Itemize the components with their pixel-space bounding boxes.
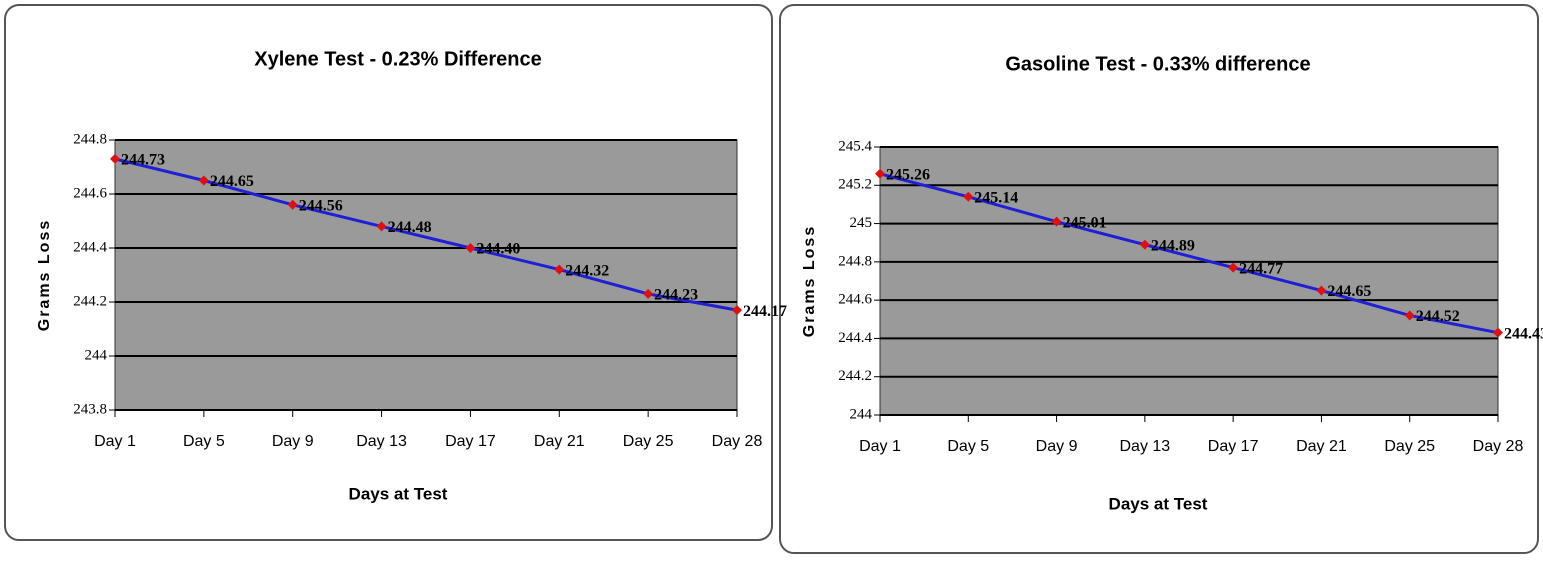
x-tick-label: Day 17: [445, 433, 496, 450]
marker: [1228, 262, 1239, 273]
y-tick-label: 244: [85, 347, 108, 363]
marker: [1316, 285, 1327, 296]
value-label: 245.14: [974, 189, 1018, 206]
marker: [1404, 310, 1415, 321]
y-tick-label: 245.2: [838, 177, 872, 193]
value-label: 244.52: [1416, 308, 1460, 325]
y-tick-label: 244.2: [73, 293, 107, 309]
value-label: 244.89: [1151, 237, 1195, 254]
x-tick-label: Day 5: [947, 438, 989, 455]
y-tick-label: 244.8: [838, 253, 872, 269]
marker: [554, 264, 565, 275]
y-tick-label: 245.4: [838, 138, 872, 154]
value-label: 244.17: [743, 303, 787, 320]
x-axis-label: Days at Test: [1109, 494, 1208, 513]
value-label: 244.73: [121, 152, 165, 169]
value-label: 244.56: [299, 197, 343, 214]
x-tick-label: Day 1: [94, 433, 136, 450]
y-tick-label: 245: [850, 215, 873, 231]
y-tick-label: 243.8: [73, 401, 107, 417]
value-label: 244.40: [476, 241, 520, 258]
x-tick-label: Day 1: [859, 438, 901, 455]
value-label: 244.43: [1504, 325, 1543, 342]
x-tick-label: Day 21: [1296, 438, 1347, 455]
y-tick-label: 244: [850, 406, 873, 422]
value-label: 244.48: [388, 219, 432, 236]
marker: [875, 168, 885, 179]
value-label: 244.65: [210, 173, 254, 190]
marker: [1493, 327, 1503, 338]
x-tick-label: Day 21: [534, 433, 585, 450]
value-label: 244.65: [1327, 283, 1371, 300]
y-tick-label: 244.4: [73, 239, 107, 255]
x-tick-label: Day 9: [272, 433, 314, 450]
value-label: 244.32: [565, 262, 609, 279]
data-line: [114, 157, 738, 312]
marker: [963, 191, 974, 202]
value-label: 245.26: [886, 166, 930, 183]
y-axis-label: Grams Loss: [36, 219, 53, 331]
chart-title: Xylene Test - 0.23% Difference: [254, 48, 542, 70]
y-tick-label: 244.8: [73, 131, 107, 147]
marker: [1051, 216, 1062, 227]
plot-area: [879, 146, 1499, 416]
value-label: 244.77: [1239, 260, 1283, 277]
y-tick-label: 244.6: [838, 292, 872, 308]
value-label: 244.23: [654, 287, 698, 304]
data-line: [879, 172, 1499, 335]
x-tick-label: Day 5: [183, 433, 225, 450]
marker: [465, 243, 476, 253]
marker: [198, 175, 209, 186]
x-tick-label: Day 17: [1208, 438, 1259, 455]
x-axis-label: Days at Test: [349, 484, 448, 503]
y-tick-label: 244.6: [73, 185, 107, 201]
marker: [732, 305, 742, 316]
x-tick-label: Day 25: [623, 433, 674, 450]
x-tick-label: Day 25: [1384, 438, 1435, 455]
chart-title: Gasoline Test - 0.33% difference: [1005, 53, 1310, 75]
x-tick-label: Day 13: [356, 433, 407, 450]
x-tick-label: Day 28: [1473, 438, 1524, 455]
y-axis-label: Grams Loss: [801, 225, 818, 337]
y-tick-label: 244.2: [838, 368, 872, 384]
value-label: 245.01: [1063, 214, 1107, 231]
marker: [643, 288, 654, 299]
y-tick-label: 244.4: [838, 330, 872, 346]
marker: [287, 199, 298, 210]
x-tick-label: Day 28: [712, 433, 763, 450]
marker: [110, 153, 120, 164]
x-tick-label: Day 9: [1036, 438, 1078, 455]
marker: [1139, 239, 1150, 250]
marker: [376, 221, 387, 232]
x-tick-label: Day 13: [1120, 438, 1171, 455]
